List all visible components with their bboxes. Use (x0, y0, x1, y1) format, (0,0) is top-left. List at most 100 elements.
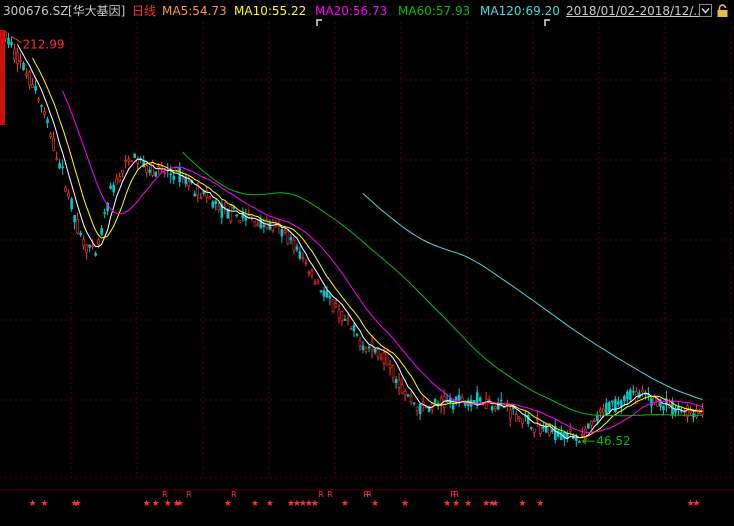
candle-body (157, 166, 161, 169)
candle-body (406, 394, 410, 397)
candle (184, 173, 188, 188)
candle-body (686, 405, 689, 417)
candle (124, 154, 127, 169)
date-range[interactable]: 2018/01/02-2018/12/... (566, 4, 705, 18)
signal-star: ★ (41, 499, 49, 509)
candle-body (322, 290, 326, 297)
candle-body (226, 208, 230, 219)
candle (532, 428, 536, 438)
candle-body (28, 71, 31, 86)
candle (79, 230, 82, 237)
max-price-pointer (11, 36, 22, 43)
signal-star: ★ (176, 499, 184, 509)
candle-body (334, 303, 338, 307)
candle (409, 390, 413, 405)
lock-icon[interactable] (716, 4, 729, 18)
candle (52, 131, 55, 152)
candle-body (103, 212, 106, 214)
candle (493, 405, 497, 413)
candle (136, 155, 139, 170)
candle (590, 420, 593, 430)
candle (22, 61, 25, 71)
ma10-line (32, 57, 703, 439)
candle (325, 285, 329, 299)
signal-star: ★ (164, 499, 172, 509)
ma120-legend: MA120:69.20 (480, 4, 560, 18)
candle-body (64, 187, 67, 193)
candle-body (214, 200, 218, 205)
candle (638, 389, 641, 399)
candle (563, 432, 566, 447)
candle (364, 346, 368, 355)
candle (154, 171, 158, 178)
candle-body (529, 427, 533, 429)
signal-r: R (450, 490, 456, 499)
candle-body (40, 105, 43, 107)
candle (517, 415, 521, 423)
candle-body (19, 59, 22, 62)
candle (241, 207, 245, 222)
stock-code: 300676.SZ (3, 4, 69, 18)
candle-body (277, 225, 281, 227)
candle-body (508, 409, 512, 420)
signal-star: ★ (152, 499, 160, 509)
candle (103, 208, 106, 219)
candle-body (556, 430, 560, 437)
candle (406, 394, 410, 398)
period-selector[interactable]: 日线 (132, 4, 157, 18)
candle-body (608, 402, 611, 412)
candle-body (208, 196, 212, 200)
candle-body (61, 166, 64, 168)
candle-body (641, 389, 644, 393)
candle-body (16, 51, 19, 65)
candle-body (145, 165, 149, 173)
candle-body (617, 401, 620, 405)
candle-body (484, 398, 488, 409)
candle (199, 192, 203, 199)
candle (127, 155, 130, 166)
chevron-down-icon[interactable] (699, 4, 712, 17)
candle-body (520, 418, 524, 425)
candle (587, 423, 590, 430)
ma5-line (17, 44, 703, 440)
candle-body (325, 290, 329, 298)
candle (358, 336, 362, 352)
candle (665, 390, 668, 413)
candle-body (10, 41, 13, 46)
candle-body (25, 73, 28, 76)
candle (64, 185, 67, 193)
candle (109, 182, 112, 190)
candle (403, 388, 407, 402)
signal-star: ★ (251, 499, 259, 509)
candle-body (76, 219, 79, 234)
candle (112, 181, 115, 196)
signal-star: ★ (29, 499, 37, 509)
candle (46, 116, 49, 129)
candle-body (695, 408, 698, 418)
candle (508, 406, 512, 427)
range-cursor-icon[interactable] (544, 19, 550, 26)
candle (37, 96, 40, 103)
candle (25, 67, 28, 79)
candle-body (388, 364, 392, 369)
candle-body (115, 178, 118, 185)
candle-body (581, 433, 584, 436)
candle-body (22, 62, 25, 71)
candle-body (340, 311, 344, 322)
candle-body (665, 398, 668, 406)
candle-body (313, 281, 317, 284)
candle-body (650, 397, 653, 406)
signal-star: ★ (293, 499, 301, 509)
candle-body (4, 31, 7, 40)
candle (61, 159, 64, 175)
range-cursor-icon[interactable] (316, 19, 322, 26)
signal-star: ★ (464, 499, 472, 509)
candle-body (88, 244, 91, 248)
candle (253, 220, 257, 227)
candle (4, 31, 7, 43)
candle (569, 422, 572, 438)
candle-body (632, 390, 635, 393)
candle (632, 385, 635, 396)
candle (394, 376, 398, 389)
ma60-line (182, 152, 703, 417)
